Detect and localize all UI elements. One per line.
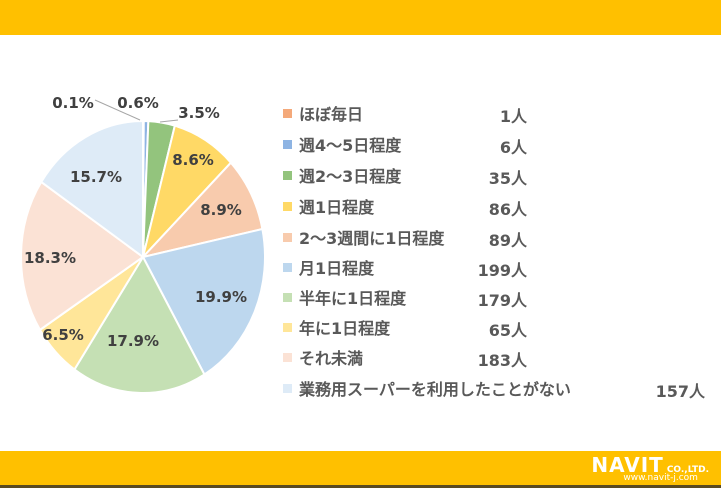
legend-count: 157人 (655, 382, 705, 401)
legend-swatch (283, 383, 292, 393)
legend-label: 週1日程度 (299, 198, 375, 217)
legend-count: 199人 (477, 261, 527, 280)
legend-swatch (283, 262, 292, 272)
legend-item: 週4～5日程度 (283, 133, 401, 155)
legend-item: 月1日程度 (283, 256, 374, 278)
data-label: 3.5% (178, 104, 220, 122)
legend-label: 週4～5日程度 (299, 136, 402, 155)
leader-line (94, 99, 141, 121)
data-label: 19.9% (195, 288, 247, 306)
legend-count: 65人 (488, 321, 527, 340)
legend-count: 86人 (488, 200, 527, 219)
legend-label: 月1日程度 (299, 259, 375, 278)
legend-item: 年に1日程度 (283, 316, 390, 338)
legend-count: 1人 (499, 107, 527, 126)
legend-swatch (283, 170, 292, 180)
legend-count: 6人 (499, 138, 527, 157)
legend-item: 週2～3日程度 (283, 164, 401, 186)
legend-label: 週2～3日程度 (299, 167, 402, 186)
legend-item: 週1日程度 (283, 195, 374, 217)
leader-line (159, 119, 179, 123)
data-label: 0.6% (117, 94, 159, 112)
top-band (0, 0, 721, 35)
legend-item: 半年に1日程度 (283, 286, 406, 308)
pie-slice (20, 180, 145, 332)
data-label: 17.9% (107, 332, 159, 350)
legend-count: 183人 (477, 351, 527, 370)
legend-item: それ未満 (283, 346, 363, 368)
legend-label: 年に1日程度 (299, 319, 391, 338)
legend-item: 業務用スーパーを利用したことがない (283, 377, 571, 399)
legend-count: 89人 (488, 231, 527, 250)
logo-url: www.navit-j.com (623, 473, 698, 483)
legend-label: 半年に1日程度 (299, 289, 407, 308)
legend-item: 2～3週間に1日程度 (283, 226, 444, 248)
data-label: 6.5% (42, 326, 84, 344)
legend-swatch (283, 322, 292, 332)
data-label: 0.1% (52, 94, 94, 112)
legend-label: それ未満 (299, 349, 364, 368)
legend-swatch (283, 139, 292, 149)
data-label: 8.9% (200, 201, 242, 219)
data-label: 15.7% (70, 168, 122, 186)
legend-swatch (283, 232, 292, 242)
legend-label: 2～3週間に1日程度 (299, 229, 445, 248)
data-label: 8.6% (172, 151, 214, 169)
legend-swatch (283, 352, 292, 362)
data-label: 18.3% (24, 249, 76, 267)
bottom-band (0, 451, 721, 488)
pie-slice (39, 119, 144, 259)
legend-count: 179人 (477, 291, 527, 310)
pie-slice (141, 227, 266, 376)
legend-swatch (283, 108, 292, 118)
pie-slice (73, 254, 206, 394)
legend-item: ほぼ毎日 (283, 102, 363, 124)
legend-label: ほぼ毎日 (299, 105, 364, 124)
legend-count: 35人 (488, 169, 527, 188)
legend-swatch (283, 201, 292, 211)
navit-logo: NAVIT CO.,LTD. www.navit-j.com (591, 453, 709, 483)
legend-swatch (283, 292, 292, 302)
legend-label: 業務用スーパーを利用したことがない (299, 380, 571, 399)
